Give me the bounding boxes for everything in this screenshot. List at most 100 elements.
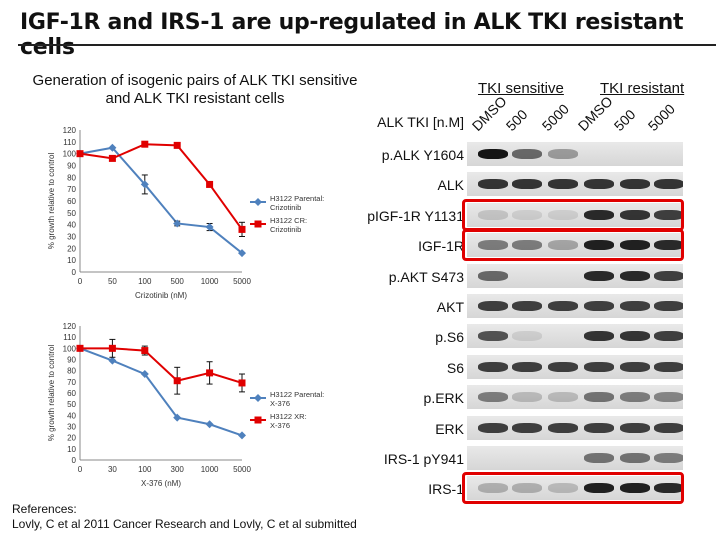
blot-band [654, 361, 683, 372]
blot-strip [467, 446, 683, 470]
blot-strip [467, 263, 683, 288]
y-tick-label: 50 [67, 209, 76, 218]
blot-band [654, 270, 683, 281]
blot-band [548, 301, 578, 311]
blot-band [654, 392, 683, 403]
legend-entry: Crizotinib [270, 225, 301, 234]
data-point [206, 180, 214, 188]
x-tick-label: 1000 [201, 277, 219, 286]
blot-strip [467, 202, 683, 227]
crizotinib-chart-svg: 0 10 20 30 40 50 60 70 80 90 100 110 120 0 50 100 500 100… [47, 126, 324, 300]
legend-marker [254, 416, 262, 424]
lane-header: 500 [502, 106, 531, 134]
blot-band [478, 209, 508, 220]
x-tick-label: 0 [78, 465, 83, 474]
blot-band [654, 209, 683, 220]
blot-strip [467, 233, 683, 258]
y-tick-label: 110 [63, 138, 76, 147]
blot-band [620, 270, 650, 281]
data-point [140, 370, 149, 379]
y-axis-label: % growth relative to control [47, 153, 56, 250]
blot-band [584, 361, 614, 372]
x-tick-label: 100 [138, 465, 152, 474]
blot-row-label: IRS-1 pY941 [383, 451, 464, 467]
series-line-1 [79, 143, 243, 230]
x376-chart-svg: 0 10 20 30 40 50 60 70 80 90 100 110 120 0 30 100 300 100… [47, 322, 324, 488]
blot-band [654, 453, 683, 463]
data-point [173, 413, 182, 422]
y-tick-label: 10 [67, 445, 76, 454]
data-point [238, 249, 246, 258]
blot-band [548, 149, 578, 159]
y-tick-label: 50 [67, 400, 76, 409]
blot-band [512, 361, 542, 372]
y-tick-label: 70 [67, 378, 76, 387]
blot-band [548, 483, 578, 494]
blot-band [478, 331, 508, 342]
x-axis-label: Crizotinib (nM) [135, 291, 187, 300]
y-tick-label: 40 [67, 221, 76, 230]
blot-strip [467, 142, 683, 166]
group-resistant-label: TKI resistant [600, 80, 685, 97]
blot-band [584, 422, 614, 433]
blot-band [548, 240, 578, 251]
blot-strip [467, 324, 683, 349]
group-sensitive-label: TKI sensitive [478, 80, 564, 97]
blot-band [620, 361, 650, 372]
data-point [205, 420, 214, 429]
blot-row-label: IGF-1R [418, 238, 464, 255]
data-point [108, 143, 117, 152]
blot-band [654, 179, 683, 190]
y-tick-label: 20 [67, 244, 76, 253]
blot-band [654, 301, 683, 311]
blot-strip [467, 385, 683, 410]
blot-band [512, 179, 542, 190]
blot-band [654, 240, 683, 251]
blot-row-label: p.AKT S473 [388, 268, 464, 285]
blot-row-label: IRS-1 [428, 481, 464, 498]
legend-entry: X-376 [270, 421, 290, 430]
blot-band [512, 301, 542, 311]
data-point [76, 344, 84, 352]
lane-header: 500 [610, 106, 639, 134]
blot-band [512, 422, 542, 433]
blot-band [478, 483, 508, 494]
y-tick-label: 100 [63, 150, 77, 159]
blot-band [584, 270, 614, 281]
blot-band [620, 209, 650, 220]
data-point [141, 347, 149, 355]
y-tick-label: 30 [67, 233, 76, 242]
blot-row-label: p.ALK Y1604 [381, 147, 464, 163]
y-tick-label: 0 [72, 268, 77, 277]
blot-band [478, 422, 508, 433]
blot-band [620, 422, 650, 433]
x-tick-label: 5000 [233, 277, 251, 286]
references-heading: References: [12, 502, 77, 516]
data-point [108, 154, 116, 162]
legend-entry: H3122 Parental: [270, 194, 324, 203]
blot-strip [467, 476, 683, 501]
blot-band [620, 331, 650, 342]
y-tick-label: 120 [63, 126, 77, 135]
lane-header: 5000 [644, 100, 679, 134]
legend-entry: H3122 Parental: [270, 390, 324, 399]
data-point [238, 431, 246, 440]
series-line-0 [79, 347, 243, 437]
y-tick-label: 110 [63, 333, 76, 342]
blot-band [584, 483, 614, 494]
blot-band [478, 392, 508, 403]
x376-chart: 0 10 20 30 40 50 60 70 80 90 100 110 120 0 30 100 300 100… [44, 318, 334, 500]
subtitle: Generation of isogenic pairs of ALK TKI … [32, 72, 358, 107]
blot-strip [467, 294, 683, 318]
y-tick-label: 30 [67, 423, 76, 432]
data-point [76, 150, 84, 158]
y-tick-label: 120 [63, 322, 77, 331]
blot-row-label: p.S6 [435, 329, 464, 346]
blot-row-label: ALK [437, 177, 464, 194]
data-point [141, 140, 149, 148]
blot-band [620, 483, 650, 494]
blot-band [584, 179, 614, 190]
blot-strip [467, 354, 683, 379]
blot-band [548, 392, 578, 403]
blot-band [584, 331, 614, 342]
